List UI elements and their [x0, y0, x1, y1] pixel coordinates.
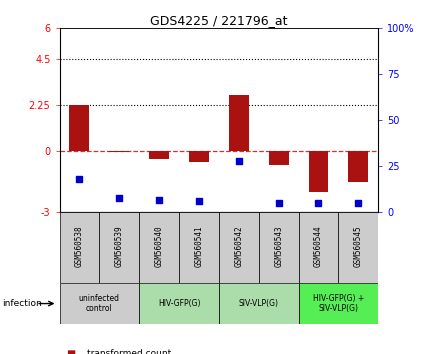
Text: GSM560542: GSM560542 — [234, 225, 243, 267]
Bar — [60, 283, 139, 324]
Bar — [109, 151, 129, 152]
Text: GSM560541: GSM560541 — [195, 225, 204, 267]
Text: GSM560544: GSM560544 — [314, 225, 323, 267]
Text: SIV-VLP(G): SIV-VLP(G) — [239, 299, 279, 308]
Text: GSM560545: GSM560545 — [354, 225, 363, 267]
Point — [275, 200, 282, 206]
Text: GSM560540: GSM560540 — [155, 225, 164, 267]
Point — [156, 197, 162, 202]
Text: infection: infection — [2, 299, 42, 308]
Bar — [189, 151, 209, 162]
Bar — [219, 283, 298, 324]
Title: GDS4225 / 221796_at: GDS4225 / 221796_at — [150, 14, 288, 27]
Bar — [219, 212, 259, 283]
Bar — [348, 151, 368, 182]
Bar — [60, 212, 99, 283]
Text: GSM560543: GSM560543 — [274, 225, 283, 267]
Text: uninfected
control: uninfected control — [79, 294, 120, 313]
Text: HIV-GFP(G) +
SIV-VLP(G): HIV-GFP(G) + SIV-VLP(G) — [313, 294, 364, 313]
Bar — [259, 212, 298, 283]
Point — [116, 195, 123, 200]
Bar — [69, 105, 89, 151]
Point — [196, 199, 202, 204]
Point — [235, 158, 242, 164]
Bar — [179, 212, 219, 283]
Bar — [149, 151, 169, 159]
Text: GSM560538: GSM560538 — [75, 225, 84, 267]
Bar — [298, 283, 378, 324]
Text: transformed count: transformed count — [87, 349, 171, 354]
Bar — [99, 212, 139, 283]
Bar — [139, 283, 219, 324]
Text: HIV-GFP(G): HIV-GFP(G) — [158, 299, 200, 308]
Bar — [309, 151, 329, 192]
Point — [76, 176, 83, 182]
Bar — [298, 212, 338, 283]
Bar — [269, 151, 289, 165]
Bar — [229, 95, 249, 151]
Text: ■: ■ — [66, 349, 75, 354]
Text: GSM560539: GSM560539 — [115, 225, 124, 267]
Bar — [139, 212, 179, 283]
Point — [315, 200, 322, 206]
Bar — [338, 212, 378, 283]
Point — [355, 200, 362, 206]
